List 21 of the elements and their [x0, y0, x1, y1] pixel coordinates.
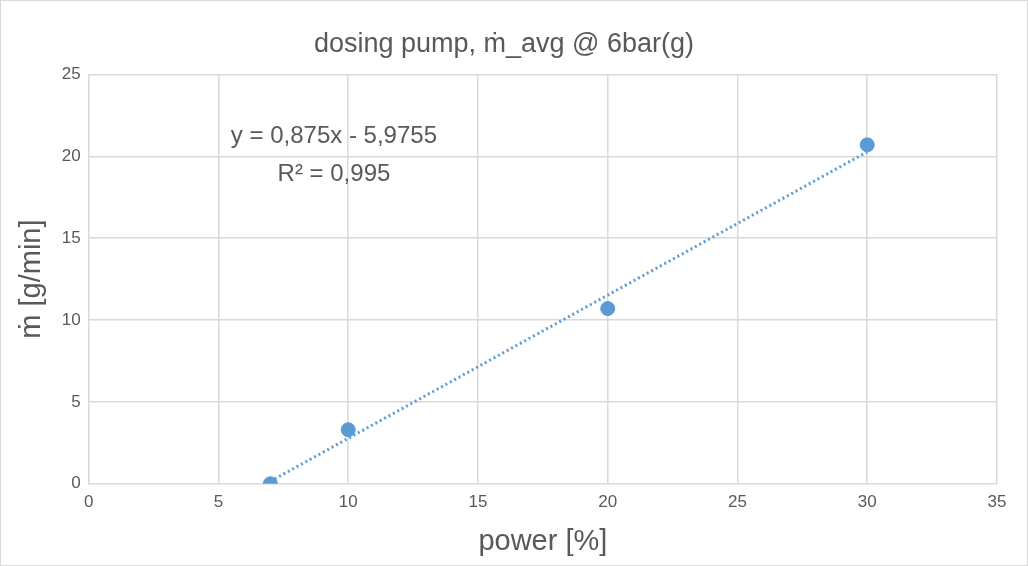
point [600, 301, 616, 317]
point [859, 137, 875, 153]
x-axis-title: power [%] [478, 523, 608, 556]
x-tick-label: 25 [728, 491, 747, 511]
y-tick-label: 20 [61, 145, 81, 165]
y-tick-label: 5 [71, 391, 81, 411]
x-tick-label: 20 [598, 491, 618, 511]
annotation: R² = 0,995 [277, 159, 391, 187]
x-tick-label: 30 [857, 491, 877, 511]
x-tick-label: 10 [338, 491, 358, 511]
chart-title: dosing pump, ṁ_avg @ 6bar(g) [313, 27, 695, 58]
y-tick-label: 15 [61, 227, 81, 247]
point [340, 422, 356, 438]
annotation: y = 0,875x - 5,9755 [230, 121, 438, 149]
x-tick-label: 15 [468, 491, 488, 511]
y-tick-label: 25 [61, 64, 81, 84]
y-axis-title: ṁ [g/min] [14, 219, 47, 339]
x-tick-label: 35 [987, 491, 1007, 511]
y-tick-label: 10 [61, 309, 81, 329]
x-tick-label: 5 [213, 491, 224, 511]
y-tick-label: 0 [71, 473, 81, 493]
